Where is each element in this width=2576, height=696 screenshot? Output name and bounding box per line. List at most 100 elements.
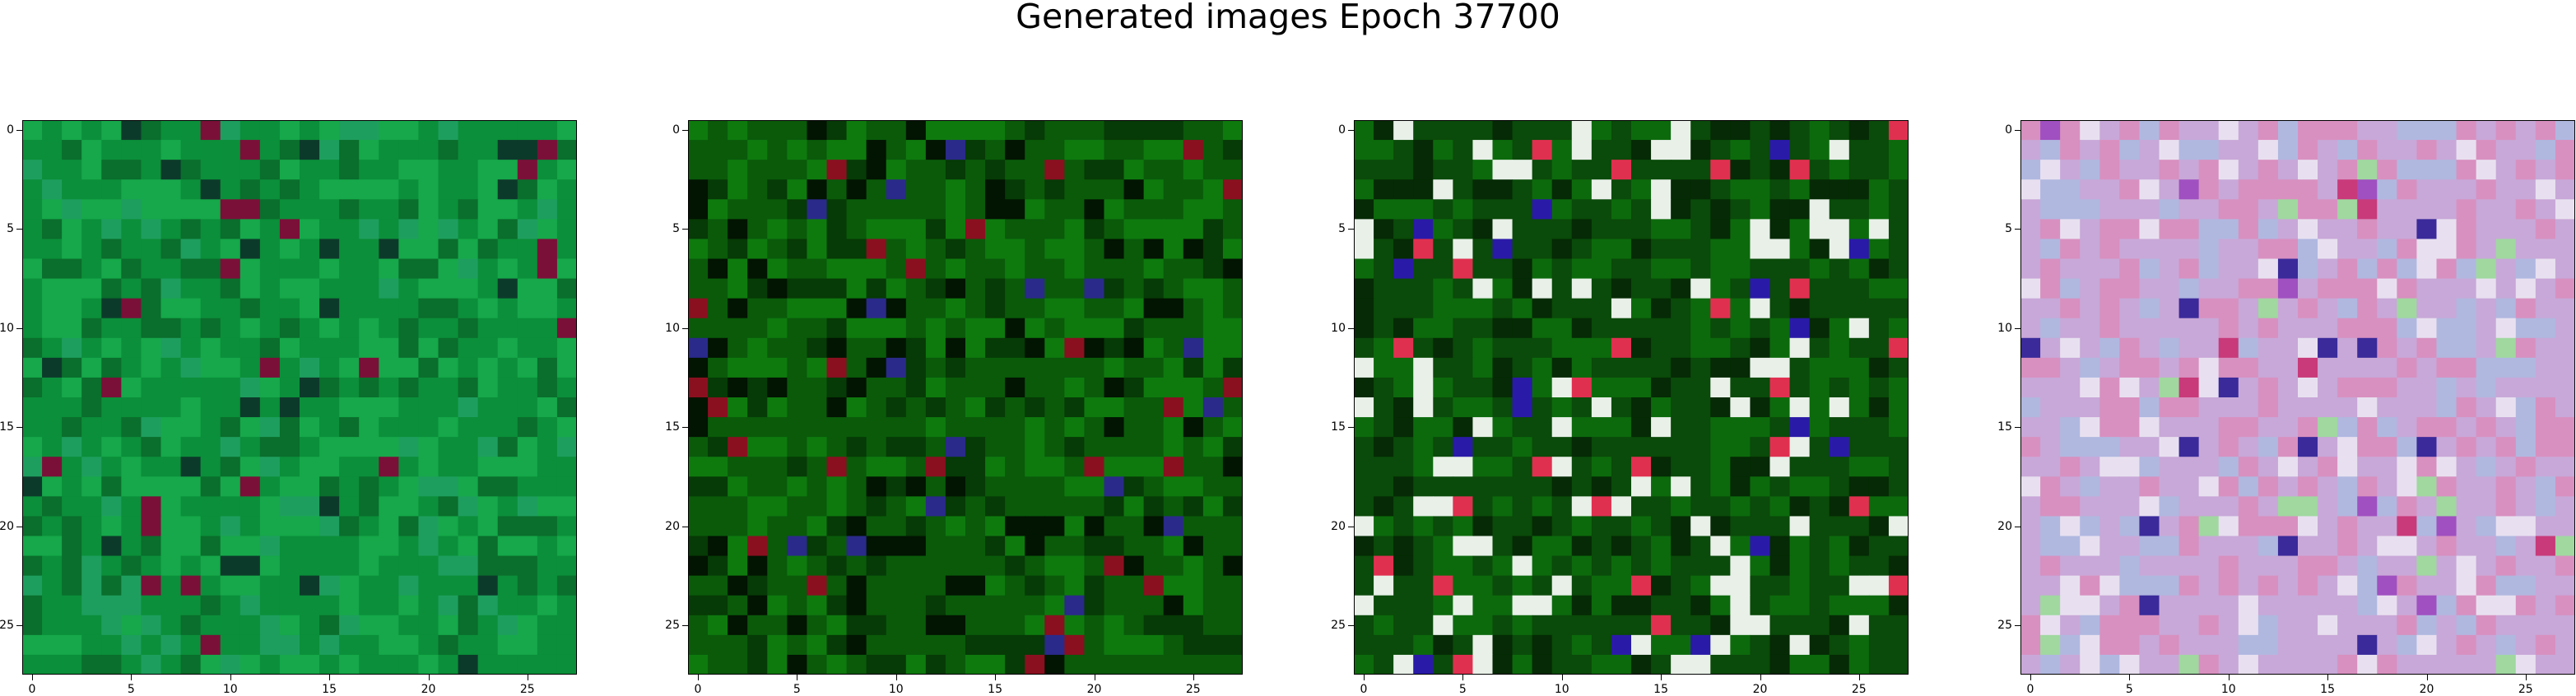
pixel-cell — [1750, 357, 1771, 378]
pixel-cell — [438, 496, 459, 517]
pixel-cell — [556, 140, 577, 160]
pixel-cell — [1433, 199, 1453, 220]
pixel-cell — [1044, 179, 1065, 200]
pixel-cell — [985, 199, 1006, 220]
pixel-cell — [1064, 160, 1086, 180]
pixel-cell — [2555, 258, 2575, 280]
pixel-cell — [319, 457, 340, 477]
pixel-cell — [985, 337, 1006, 359]
pixel-cell — [2060, 120, 2081, 141]
pixel-cell — [2535, 258, 2556, 280]
pixel-cell — [1453, 239, 1474, 260]
pixel-cell — [2159, 437, 2180, 457]
pixel-cell — [747, 239, 768, 260]
pixel-cell — [1611, 258, 1632, 280]
pixel-cell — [905, 219, 927, 240]
pixel-cell — [1222, 496, 1243, 517]
pixel-cell — [2456, 199, 2477, 220]
pixel-cell — [886, 654, 907, 675]
pixel-cell — [965, 496, 986, 517]
pixel-cell — [2337, 298, 2358, 319]
pixel-cell — [1532, 437, 1553, 457]
pixel-cell — [42, 120, 63, 141]
pixel-cell — [2218, 120, 2239, 141]
pixel-cell — [1084, 120, 1105, 141]
pixel-cell — [2159, 457, 2180, 477]
pixel-cell — [767, 258, 788, 280]
pixel-cell — [1222, 457, 1243, 477]
pixel-cell — [985, 278, 1006, 299]
pixel-cell — [339, 634, 360, 656]
pixel-cell — [1769, 357, 1791, 378]
pixel-cell — [2060, 258, 2081, 280]
pixel-cell — [537, 179, 558, 200]
pixel-cell — [438, 377, 459, 398]
pixel-cell — [1888, 357, 1909, 378]
pixel-cell — [1651, 199, 1672, 220]
pixel-cell — [1025, 595, 1045, 616]
pixel-cell — [2257, 575, 2279, 596]
pixel-cell — [1591, 337, 1612, 359]
pixel-cell — [398, 337, 420, 359]
pixel-cell — [985, 595, 1006, 616]
pixel-cell — [1710, 575, 1731, 596]
pixel-cell — [339, 615, 360, 636]
pixel-cell — [1374, 239, 1394, 260]
pixel-cell — [1453, 377, 1474, 398]
pixel-cell — [22, 357, 43, 378]
pixel-cell — [319, 160, 340, 180]
pixel-cell — [1143, 258, 1165, 280]
pixel-cell — [1532, 120, 1553, 141]
pixel-cell — [2416, 575, 2438, 596]
pixel-cell — [319, 536, 340, 557]
pixel-cell — [2456, 318, 2477, 339]
pixel-cell — [2416, 199, 2438, 220]
pixel-cell — [2277, 476, 2299, 497]
pixel-cell — [2515, 437, 2536, 457]
pixel-cell — [2456, 120, 2477, 141]
pixel-cell — [220, 516, 241, 537]
pixel-cell — [1848, 496, 1870, 517]
pixel-cell — [81, 298, 102, 319]
pixel-cell — [2555, 318, 2575, 339]
pixel-cell — [1433, 120, 1453, 141]
pixel-cell — [2198, 496, 2220, 517]
pixel-cell — [259, 278, 281, 299]
pixel-cell — [2377, 140, 2397, 160]
pixel-cell — [2357, 219, 2378, 240]
pixel-cell — [1453, 258, 1474, 280]
pixel-cell — [866, 219, 887, 240]
pixel-cell — [2218, 634, 2239, 656]
pixel-cell — [22, 377, 43, 398]
pixel-cell — [1750, 457, 1771, 477]
pixel-cell — [1651, 634, 1672, 656]
pixel-cell — [1551, 298, 1573, 319]
pixel-cell — [2139, 179, 2160, 200]
pixel-cell — [62, 536, 82, 557]
pixel-cell — [259, 654, 281, 675]
pixel-cell — [379, 140, 399, 160]
pixel-cell — [1631, 536, 1652, 557]
pixel-cell — [2159, 516, 2180, 537]
pixel-cell — [787, 654, 808, 675]
image-panel-2: 0 5 10 15 20 25 0 5 10 15 20 25 — [665, 120, 1243, 696]
pixel-cell — [1551, 357, 1573, 378]
pixel-cell — [985, 258, 1006, 280]
pixel-cell — [1492, 219, 1514, 240]
pixel-cell — [2416, 516, 2438, 537]
pixel-cell — [985, 536, 1006, 557]
pixel-cell — [2476, 377, 2497, 398]
pixel-cell — [2515, 179, 2536, 200]
pixel-cell — [2080, 199, 2100, 220]
pixel-cell — [2119, 318, 2141, 339]
pixel-cell — [259, 219, 281, 240]
pixel-cell — [826, 199, 848, 220]
pixel-cell — [101, 476, 122, 497]
pixel-cell — [1789, 654, 1811, 675]
pixel-cell — [1789, 239, 1811, 260]
pixel-cell — [2159, 219, 2180, 240]
pixel-cell — [2555, 634, 2575, 656]
pixel-cell — [2555, 199, 2575, 220]
pixel-cell — [319, 377, 340, 398]
pixel-cell — [2377, 258, 2397, 280]
